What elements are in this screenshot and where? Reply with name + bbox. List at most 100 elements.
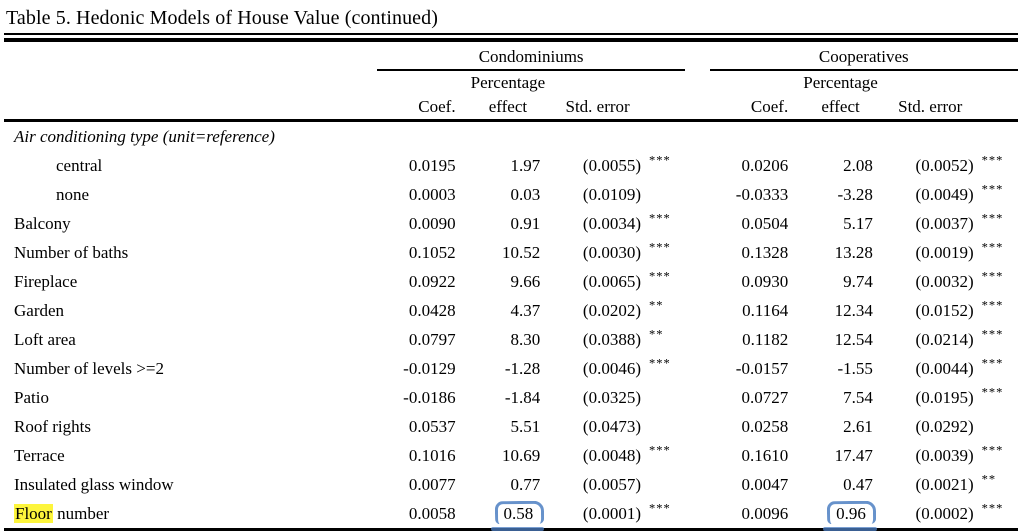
table-row: none 0.0003 0.03 (0.0109) -0.0333 -3.28 (0.004… bbox=[4, 180, 1018, 209]
row-label: Insulated glass window bbox=[14, 474, 174, 494]
table-row: Number of levels >=2 -0.0129 -1.28 (0.0046)… bbox=[4, 354, 1018, 383]
group-gap bbox=[685, 441, 709, 470]
row-label: Balcony bbox=[14, 213, 71, 233]
coop-coef-cell: 0.1164 bbox=[742, 300, 789, 320]
group-gap bbox=[685, 412, 709, 441]
hedonic-model-table: Condominiums Cooperatives Percentage Per… bbox=[4, 44, 1018, 531]
coop-std-error-cell: (0.0049) bbox=[915, 184, 974, 204]
condo-std-error-cell: (0.0046) bbox=[582, 358, 641, 378]
coop-coef-cell: 0.0504 bbox=[741, 213, 789, 233]
condo-std-error-cell: (0.0055) bbox=[582, 155, 641, 175]
coop-std-error-cell: (0.0152) bbox=[915, 300, 974, 320]
coop-std-error-cell: (0.0021) bbox=[915, 474, 974, 494]
table-row: central 0.0195 1.97 (0.0055) *** 0.0206 2.08 (0… bbox=[4, 151, 1018, 180]
condo-effect-cell: 5.51 bbox=[510, 416, 541, 436]
group-header-cooperatives: Cooperatives bbox=[709, 44, 1018, 71]
row-label: Garden bbox=[14, 300, 65, 320]
coop-std-error-cell: (0.0039) bbox=[915, 445, 974, 465]
coop-coef-cell: 0.0047 bbox=[741, 474, 789, 494]
effect-header-coop: effect bbox=[798, 94, 883, 122]
coop-significance-cell bbox=[978, 412, 1018, 441]
coop-coef-cell: -0.0333 bbox=[735, 184, 789, 204]
coop-effect-cell: 9.74 bbox=[843, 271, 873, 291]
condo-significance-cell: *** bbox=[648, 239, 671, 254]
coop-coef-cell: 0.1610 bbox=[741, 445, 789, 465]
group-gap bbox=[685, 180, 709, 209]
coop-significance-cell: *** bbox=[981, 152, 1004, 167]
condo-coef-cell: -0.0186 bbox=[403, 387, 456, 407]
condo-coef-cell: 0.0003 bbox=[408, 184, 456, 204]
row-label: Number of levels >=2 bbox=[14, 358, 164, 378]
group-gap bbox=[685, 354, 709, 383]
condo-std-error-cell: (0.0030) bbox=[582, 242, 641, 262]
coop-significance-cell: *** bbox=[981, 355, 1004, 370]
group-header-row: Condominiums Cooperatives bbox=[4, 44, 1018, 71]
coop-effect-cell: 12.34 bbox=[834, 300, 873, 320]
coop-coef-cell: 0.0206 bbox=[741, 155, 789, 175]
coop-significance-cell: *** bbox=[981, 181, 1004, 196]
condo-std-error-cell: (0.0065) bbox=[582, 271, 641, 291]
condo-significance-cell: ** bbox=[648, 326, 664, 341]
coop-std-error-cell: (0.0002) bbox=[915, 503, 974, 523]
row-label: Air conditioning type (unit=reference) bbox=[14, 126, 275, 146]
condo-coef-cell: 0.0090 bbox=[408, 213, 456, 233]
coop-significance-cell: *** bbox=[981, 239, 1004, 254]
condo-coef-cell: -0.0129 bbox=[403, 358, 456, 378]
coef-header-coop: Coef. bbox=[709, 94, 799, 122]
condo-std-error-cell: (0.0325) bbox=[582, 387, 641, 407]
group-gap bbox=[685, 267, 709, 296]
condo-significance-cell: *** bbox=[648, 355, 671, 370]
table-body: Air conditioning type (unit=reference) ce… bbox=[4, 121, 1018, 531]
table-row: Floor number 0.0058 0.58 (0.0001) *** 0.0096 0… bbox=[4, 499, 1018, 531]
condo-effect-cell: 8.30 bbox=[510, 329, 541, 349]
pen-circle-annotation: 0.58 bbox=[490, 504, 544, 531]
group-gap bbox=[685, 325, 709, 354]
condo-std-error-cell: (0.0048) bbox=[582, 445, 641, 465]
coop-significance-cell: *** bbox=[981, 326, 1004, 341]
condo-coef-cell: 0.1016 bbox=[408, 445, 456, 465]
condo-significance-cell bbox=[645, 180, 685, 209]
condo-significance-cell: *** bbox=[648, 500, 671, 515]
condo-significance-cell bbox=[645, 470, 685, 499]
empty-cell bbox=[4, 44, 377, 70]
group-gap bbox=[685, 383, 709, 412]
coop-coef-cell: 0.0096 bbox=[741, 503, 789, 523]
condo-effect-cell: 10.69 bbox=[502, 445, 541, 465]
table-row: Balcony 0.0090 0.91 (0.0034) *** 0.0504 5.17 (0… bbox=[4, 209, 1018, 238]
table-row: Loft area 0.0797 8.30 (0.0388) ** 0.1182 12.54… bbox=[4, 325, 1018, 354]
effect-header-condo: effect bbox=[465, 94, 551, 122]
condo-significance-cell: *** bbox=[648, 268, 671, 283]
std-error-header-condo: Std. error bbox=[550, 94, 645, 122]
table-row: Number of baths 0.1052 10.52 (0.0030) *** 0.1… bbox=[4, 238, 1018, 267]
coop-effect-cell: 12.54 bbox=[834, 329, 873, 349]
condo-significance-cell bbox=[645, 383, 685, 412]
condo-effect-cell: -1.84 bbox=[504, 387, 541, 407]
condo-effect-cell: 1.97 bbox=[510, 155, 541, 175]
coop-coef-cell: 0.1328 bbox=[741, 242, 789, 262]
condo-effect-cell: 0.77 bbox=[510, 474, 541, 494]
section-row: Air conditioning type (unit=reference) bbox=[4, 121, 1018, 152]
condo-coef-cell: 0.0797 bbox=[408, 329, 456, 349]
condo-coef-cell: 0.1052 bbox=[408, 242, 456, 262]
row-label: none bbox=[56, 184, 90, 204]
coop-std-error-cell: (0.0044) bbox=[915, 358, 974, 378]
group-gap bbox=[685, 296, 709, 325]
coop-significance-cell: *** bbox=[981, 297, 1004, 312]
row-label: Floor number bbox=[14, 503, 110, 523]
row-label: Patio bbox=[14, 387, 49, 407]
condo-significance-cell: *** bbox=[648, 152, 671, 167]
table-row: Garden 0.0428 4.37 (0.0202) ** 0.1164 12.34 (0.… bbox=[4, 296, 1018, 325]
coop-effect-cell: 2.61 bbox=[843, 416, 873, 436]
condo-effect-cell: 10.52 bbox=[502, 242, 541, 262]
condo-effect-cell: 0.91 bbox=[510, 213, 541, 233]
table-row: Fireplace 0.0922 9.66 (0.0065) *** 0.0930 9.74… bbox=[4, 267, 1018, 296]
coop-std-error-cell: (0.0214) bbox=[915, 329, 974, 349]
coop-significance-cell: *** bbox=[981, 384, 1004, 399]
coop-effect-cell: -3.28 bbox=[837, 184, 873, 204]
column-header-row: Coef. effect Std. error Coef. effect Std… bbox=[4, 94, 1018, 122]
row-label: Roof rights bbox=[14, 416, 91, 436]
condo-std-error-cell: (0.0202) bbox=[582, 300, 641, 320]
coop-significance-cell: *** bbox=[981, 210, 1004, 225]
coop-std-error-cell: (0.0037) bbox=[915, 213, 974, 233]
